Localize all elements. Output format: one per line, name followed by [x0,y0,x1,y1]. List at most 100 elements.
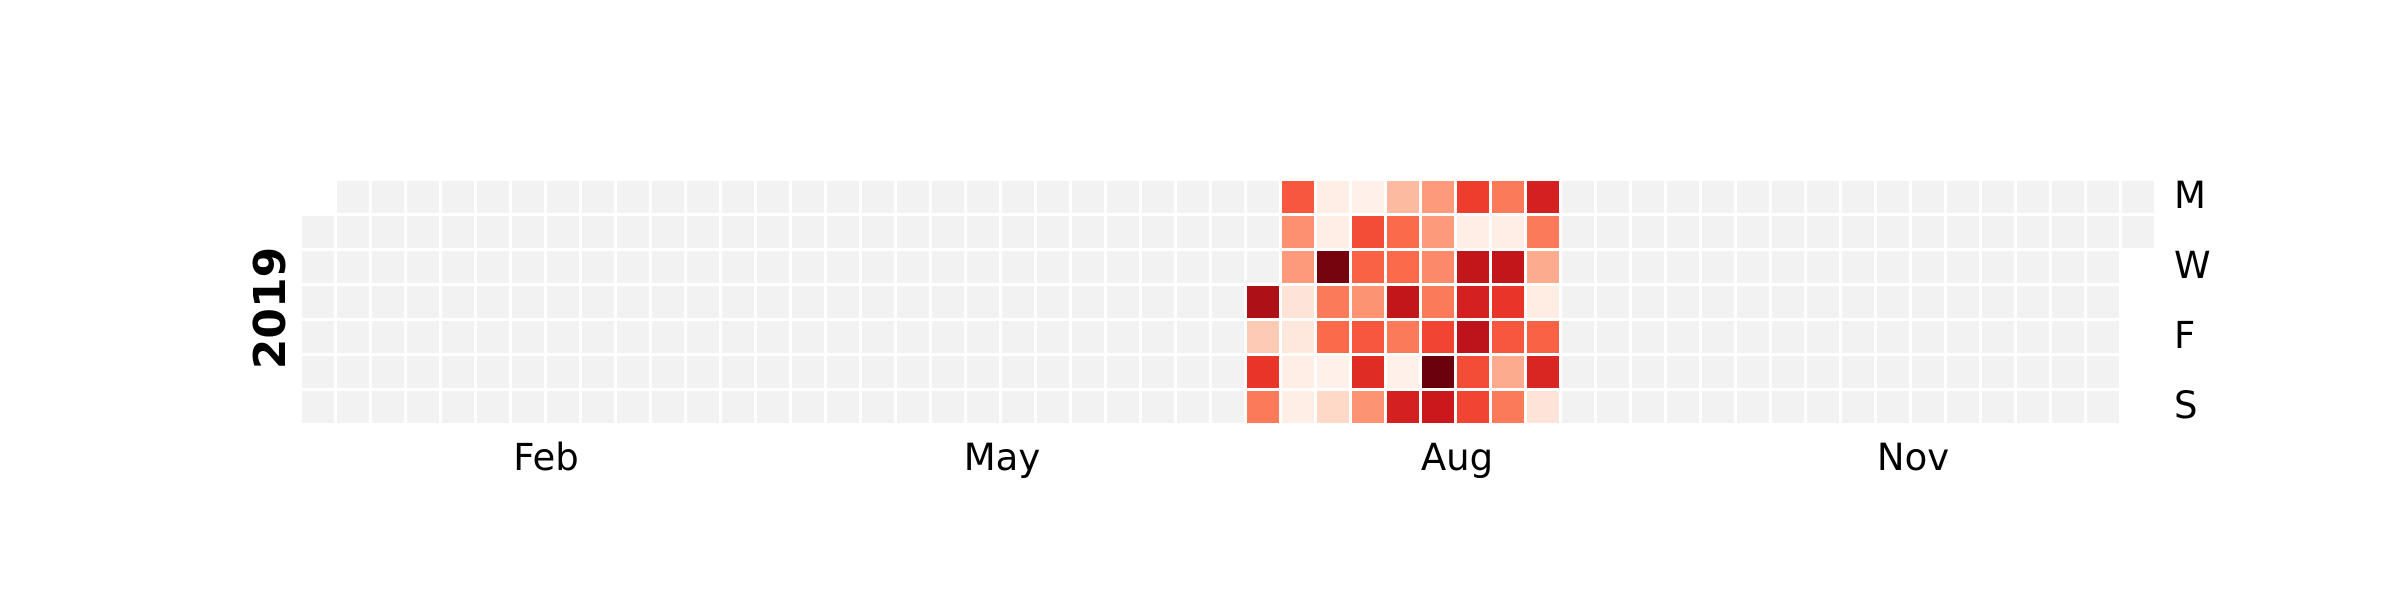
heatmap-cell-empty [1632,216,1664,248]
heatmap-cell-empty [512,286,544,318]
heatmap-cell-empty [1842,216,1874,248]
heatmap-cell-empty [722,216,754,248]
heatmap-cell-empty [2052,321,2084,353]
heatmap-cell-empty [372,356,404,388]
heatmap-cell-empty [1107,251,1139,283]
heatmap-cell-active [1352,391,1384,423]
heatmap-cell-active [1282,181,1314,213]
heatmap-cell-empty [2017,391,2049,423]
heatmap-cell-empty [897,321,929,353]
heatmap-cell-empty [652,391,684,423]
heatmap-cell-empty [2017,181,2049,213]
heatmap-cell-empty [967,391,999,423]
heatmap-cell-empty [1947,181,1979,213]
heatmap-cell-active [1282,321,1314,353]
heatmap-cell-active [1422,181,1454,213]
heatmap-cell-empty [2052,181,2084,213]
heatmap-cell-empty [547,251,579,283]
heatmap-cell-active [1282,251,1314,283]
heatmap-cell-empty [1947,286,1979,318]
heatmap-cell-empty [547,321,579,353]
heatmap-cell-empty [1212,391,1244,423]
heatmap-cell-empty [1702,181,1734,213]
heatmap-cell-empty [1597,321,1629,353]
heatmap-cell-empty [337,216,369,248]
heatmap-cell-empty [687,286,719,318]
heatmap-cell-empty [617,356,649,388]
heatmap-cell-empty [1877,251,1909,283]
heatmap-cell-empty [1982,251,2014,283]
month-label-feb: Feb [513,436,579,479]
heatmap-cell-empty [932,286,964,318]
heatmap-cell-empty [1912,321,1944,353]
heatmap-cell-empty [757,251,789,283]
heatmap-cell-empty [1807,391,1839,423]
heatmap-cell-empty [862,216,894,248]
heatmap-cell-empty [1807,321,1839,353]
heatmap-cell-empty [372,391,404,423]
heatmap-cell-empty [442,391,474,423]
heatmap-cell-active [1352,286,1384,318]
heatmap-cell-empty [1737,216,1769,248]
heatmap-cell-empty [1947,391,1979,423]
heatmap-cell-empty [1632,356,1664,388]
heatmap-cell-empty [1177,216,1209,248]
heatmap-cell-empty [2017,251,2049,283]
heatmap-cell-empty [792,181,824,213]
heatmap-cell-empty [1667,286,1699,318]
heatmap-cell-empty [2017,216,2049,248]
heatmap-cell-empty [547,286,579,318]
heatmap-cell-empty [512,321,544,353]
heatmap-cell-empty [2122,181,2154,213]
heatmap-cell-empty [1737,181,1769,213]
heatmap-cell-empty [862,286,894,318]
heatmap-cell-empty [1177,251,1209,283]
heatmap-cell-empty [1737,356,1769,388]
heatmap-cell-active [1387,391,1419,423]
heatmap-cell-active [1492,216,1524,248]
heatmap-cell-empty [442,286,474,318]
heatmap-cell-empty [827,321,859,353]
heatmap-cell-empty [652,286,684,318]
heatmap-cell-empty [1562,251,1594,283]
heatmap-cell-empty [582,286,614,318]
heatmap-cell-active [1282,216,1314,248]
heatmap-cell-empty [1212,216,1244,248]
heatmap-cell-empty [1737,251,1769,283]
heatmap-cell-empty [512,181,544,213]
heatmap-cell-empty [407,216,439,248]
heatmap-cell-active [1492,356,1524,388]
heatmap-cell-empty [1037,286,1069,318]
heatmap-cell-empty [862,181,894,213]
heatmap-cell-empty [407,321,439,353]
heatmap-cell-empty [2087,181,2119,213]
heatmap-cell-empty [1072,356,1104,388]
heatmap-cell-empty [1702,356,1734,388]
heatmap-cell-empty [652,356,684,388]
heatmap-cell-empty [442,251,474,283]
heatmap-cell-empty [1842,356,1874,388]
heatmap-cell-empty [1982,181,2014,213]
heatmap-cell-empty [1072,321,1104,353]
heatmap-cell-empty [512,356,544,388]
heatmap-cell-empty [2052,286,2084,318]
heatmap-cell-empty [1177,391,1209,423]
heatmap-cell-empty [1177,286,1209,318]
heatmap-cell-empty [792,356,824,388]
heatmap-cell-active [1457,216,1489,248]
heatmap-cell-empty [407,286,439,318]
heatmap-cell-empty [1667,321,1699,353]
heatmap-cell-empty [372,181,404,213]
heatmap-cell-empty [1072,391,1104,423]
heatmap-cell-empty [1142,216,1174,248]
heatmap-cell-empty [1632,286,1664,318]
heatmap-cell-empty [547,356,579,388]
heatmap-cell-empty [1877,321,1909,353]
heatmap-cell-empty [1212,251,1244,283]
heatmap-cell-empty [1807,181,1839,213]
heatmap-cell-empty [1842,251,1874,283]
heatmap-cell-empty [1177,356,1209,388]
day-label-fri: F [2174,314,2195,357]
heatmap-cell-empty [1037,356,1069,388]
heatmap-cell-empty [722,321,754,353]
